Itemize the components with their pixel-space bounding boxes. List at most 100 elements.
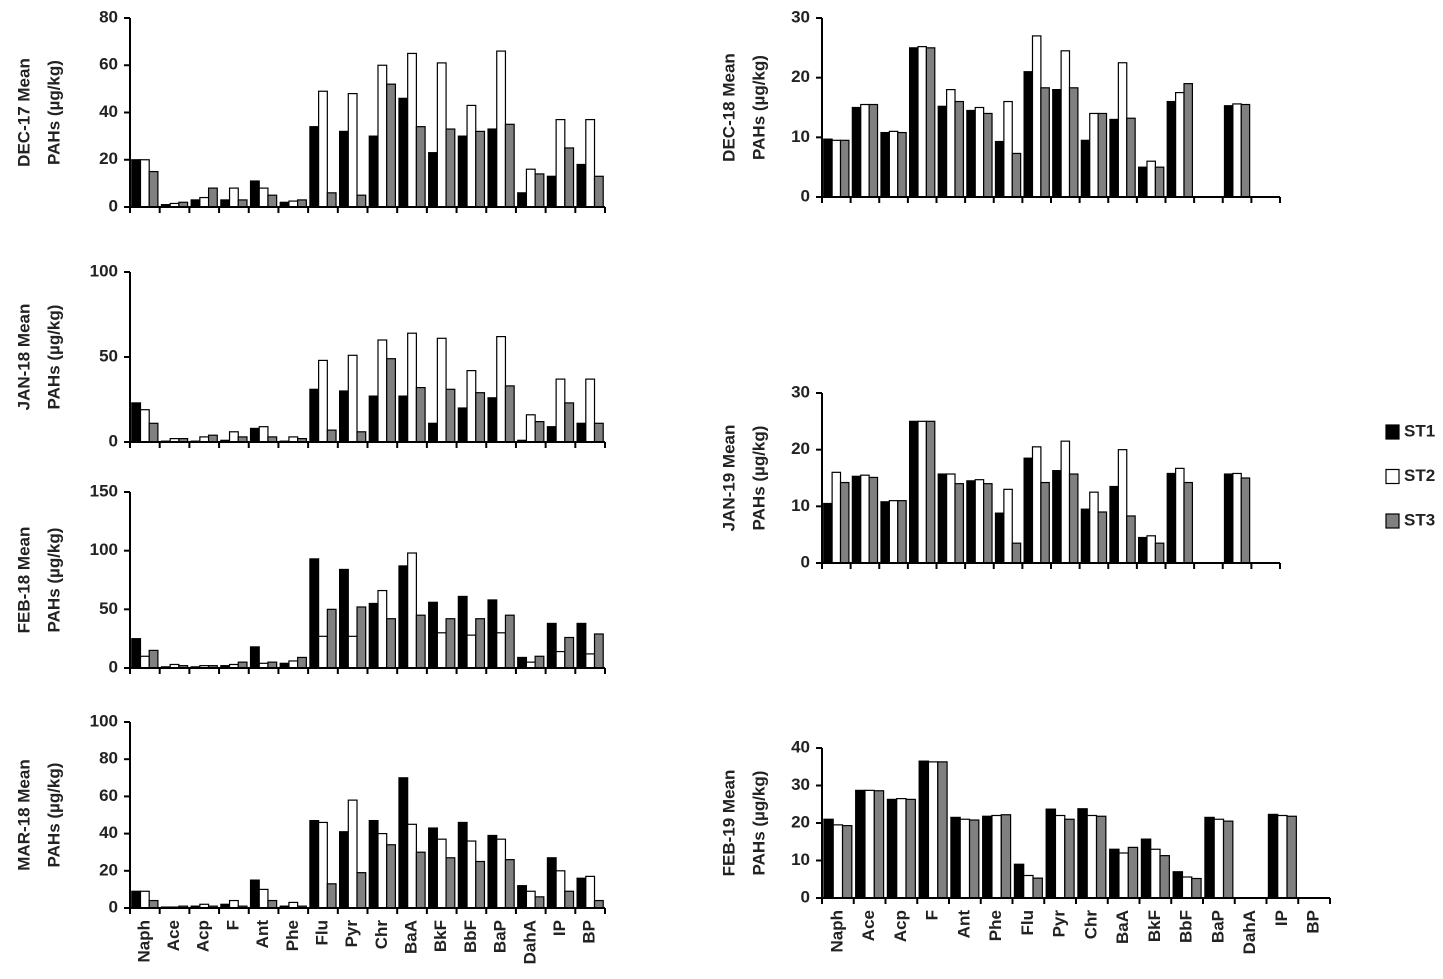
bar <box>446 129 455 207</box>
y-axis-label: MAR-18 Mean <box>14 759 33 870</box>
bar <box>1224 106 1232 197</box>
bar <box>547 427 556 442</box>
bar <box>556 379 565 442</box>
bar <box>378 340 387 442</box>
bar <box>446 619 455 668</box>
bar <box>1184 84 1192 197</box>
bar <box>852 476 860 563</box>
bar <box>505 615 514 668</box>
bar <box>251 181 260 207</box>
bar <box>1078 809 1087 898</box>
bar <box>1090 492 1098 563</box>
bar <box>577 423 586 442</box>
y-tick-label: 40 <box>99 823 118 842</box>
bar <box>505 124 514 207</box>
bar <box>1184 483 1192 563</box>
bar <box>497 51 506 207</box>
bar <box>586 120 595 207</box>
bar <box>577 878 586 908</box>
bar <box>132 639 141 668</box>
y-axis-label: PAHs (µg/kg) <box>749 771 768 876</box>
bar <box>310 127 319 207</box>
bar <box>1127 118 1135 197</box>
bar <box>327 884 336 908</box>
bar <box>1155 167 1163 197</box>
bar <box>518 193 527 207</box>
x-tick-label: Pyr <box>1050 910 1069 938</box>
bar <box>149 423 158 442</box>
bar <box>869 477 877 563</box>
bar <box>268 901 277 908</box>
y-axis-label: JAN-19 Mean <box>719 425 738 532</box>
bar <box>1160 856 1169 898</box>
bar <box>897 799 906 898</box>
bar <box>340 569 349 668</box>
bar <box>1070 88 1078 197</box>
x-tick-label: Acp <box>891 910 910 942</box>
bar <box>1097 816 1106 898</box>
bar <box>1205 817 1214 898</box>
y-tick-label: 0 <box>801 552 810 571</box>
bar <box>1041 483 1049 563</box>
bar <box>416 615 425 668</box>
bar <box>833 825 842 898</box>
bar <box>416 852 425 908</box>
bar <box>132 403 141 442</box>
bar <box>841 140 849 197</box>
bar <box>1070 474 1078 563</box>
y-tick-label: 10 <box>791 850 810 869</box>
y-tick-label: 60 <box>99 786 118 805</box>
bar <box>488 129 497 207</box>
bar <box>865 790 874 898</box>
bar <box>319 91 328 207</box>
bar <box>1061 51 1069 197</box>
bar <box>995 513 1003 563</box>
bar <box>467 635 476 668</box>
bar <box>488 835 497 908</box>
bar <box>1192 879 1201 899</box>
bar <box>1176 93 1184 197</box>
bar <box>926 421 934 563</box>
bar <box>1065 819 1074 898</box>
bar <box>369 136 378 207</box>
bar <box>832 472 840 563</box>
bar <box>874 791 883 898</box>
bar <box>586 654 595 668</box>
bar <box>458 822 467 908</box>
bar <box>132 160 141 207</box>
y-tick-label: 0 <box>109 431 118 450</box>
bar <box>387 84 396 207</box>
y-axis-label: FEB-19 Mean <box>719 770 738 877</box>
y-axis-label: JAN-18 Mean <box>14 304 33 411</box>
bar <box>429 828 438 908</box>
bar <box>547 623 556 668</box>
bar <box>327 430 336 442</box>
bar <box>378 65 387 207</box>
bar <box>984 484 992 563</box>
y-tick-label: 0 <box>801 186 810 205</box>
bar <box>577 623 586 668</box>
bar <box>238 200 247 207</box>
bar <box>518 657 527 668</box>
bar <box>1046 809 1055 898</box>
bar <box>1041 88 1049 197</box>
bar <box>399 396 408 442</box>
bar <box>200 198 209 207</box>
bar <box>319 360 328 442</box>
y-tick-label: 80 <box>99 749 118 768</box>
y-axis-label: PAHs (µg/kg) <box>44 305 63 410</box>
bar <box>437 63 446 207</box>
bar <box>975 108 983 198</box>
bar <box>140 160 149 207</box>
bar <box>881 502 889 563</box>
y-tick-label: 100 <box>90 261 118 280</box>
bar <box>856 790 865 898</box>
bar <box>926 48 934 197</box>
bar <box>535 897 544 908</box>
bar <box>458 136 467 207</box>
y-tick-label: 30 <box>791 7 810 26</box>
bar <box>357 607 366 668</box>
y-tick-label: 20 <box>99 149 118 168</box>
y-tick-label: 150 <box>90 481 118 500</box>
y-tick-label: 20 <box>99 860 118 879</box>
